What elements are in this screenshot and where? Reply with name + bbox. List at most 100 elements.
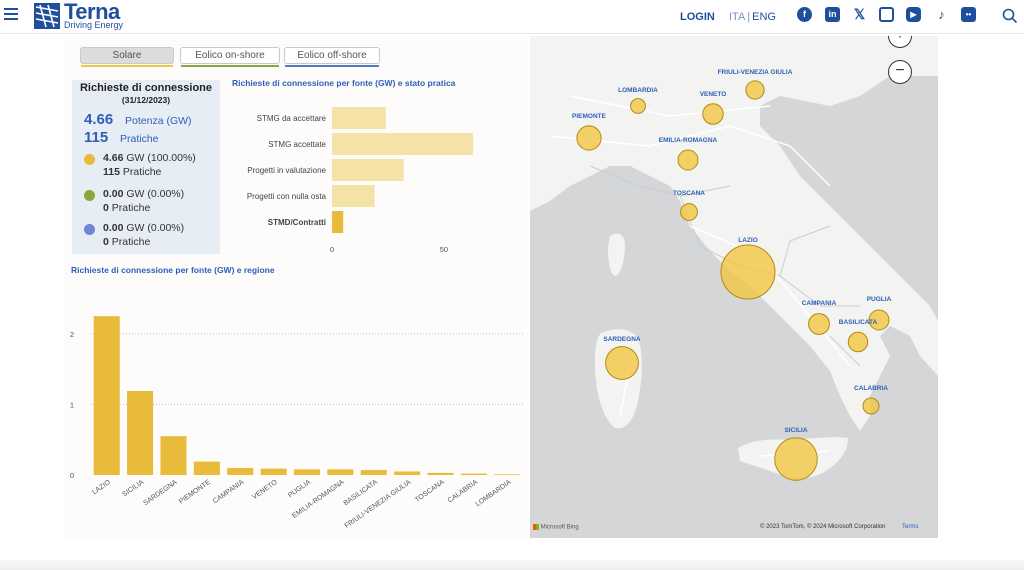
regione-bar[interactable] <box>394 471 421 475</box>
map-zoom-out-button[interactable]: − <box>888 60 912 84</box>
page-footer-band <box>0 560 1024 570</box>
language-switcher: ITA | ENG <box>729 11 776 23</box>
lang-eng-link[interactable]: ENG <box>752 11 776 23</box>
regione-bar[interactable] <box>327 469 354 475</box>
map-region-bubble[interactable] <box>680 203 698 221</box>
instagram-icon[interactable] <box>879 7 894 22</box>
map-region-label: LOMBARDIA <box>618 87 658 94</box>
menu-icon[interactable] <box>4 8 18 22</box>
regione-bar[interactable] <box>227 467 254 475</box>
map-terms-link[interactable]: Terms <box>902 524 919 530</box>
map-region-bubble[interactable] <box>677 149 699 171</box>
microsoft-logo-icon <box>533 524 539 530</box>
solare-count: 115 Pratiche <box>103 166 162 178</box>
x-icon[interactable]: 𝕏 <box>853 6 866 22</box>
regione-bar[interactable] <box>427 472 454 475</box>
regione-category-label: SARDEGNA <box>142 479 178 507</box>
regione-category-label: LOMBARDIA <box>475 479 513 509</box>
stato-bar[interactable] <box>332 211 344 233</box>
regione-category-label: CALABRIA <box>447 479 480 505</box>
stato-bar[interactable] <box>332 133 474 155</box>
map-region-bubble[interactable] <box>808 313 830 335</box>
regione-bar[interactable] <box>193 461 220 475</box>
youtube-icon[interactable]: ▶ <box>906 7 921 22</box>
map-region-bubble[interactable] <box>862 397 880 415</box>
map-region-label: PUGLIA <box>867 296 892 303</box>
login-link[interactable]: LOGIN <box>680 11 715 23</box>
map-attribution: © 2023 TomTom, © 2024 Microsoft Corporat… <box>760 524 886 530</box>
terna-logo[interactable]: Terna Driving Energy <box>32 1 123 31</box>
eolico-offshore-gw: 0.00 GW (0.00%) <box>103 222 185 234</box>
map-region-bubble[interactable] <box>702 103 724 125</box>
regione-bar[interactable] <box>127 391 154 475</box>
solare-dot <box>84 154 95 165</box>
map-region-label: EMILIA-ROMAGNA <box>659 137 718 144</box>
stato-category-label: STMD/Contratti <box>268 218 326 227</box>
stato-bar[interactable] <box>332 185 375 207</box>
map-region-bubble[interactable] <box>745 80 765 100</box>
regione-bar[interactable] <box>93 316 120 475</box>
eolico-onshore-count: 0 Pratiche <box>103 202 151 214</box>
stato-category-label: STMG accettate <box>268 140 326 149</box>
regione-bar[interactable] <box>360 470 387 475</box>
search-icon[interactable] <box>1002 8 1018 24</box>
stato-bar[interactable] <box>332 159 404 181</box>
stato-chart-title: Richieste di connessione per fonte (GW) … <box>232 78 456 88</box>
filter-solare-button[interactable]: Solare <box>80 47 174 67</box>
regione-bar[interactable] <box>293 469 321 475</box>
filter-eolico-offshore-button[interactable]: Eolico off-shore <box>284 47 380 67</box>
eolico-onshore-gw: 0.00 GW (0.00%) <box>103 188 185 200</box>
map-region-label: CALABRIA <box>854 385 888 392</box>
map-borders <box>589 165 861 367</box>
regione-bar[interactable] <box>460 473 487 475</box>
facebook-icon[interactable]: f <box>797 7 812 22</box>
filter-eolico-onshore-underline <box>181 65 279 67</box>
filter-eolico-onshore-button[interactable]: Eolico on-shore <box>180 47 280 67</box>
regione-ytick-label: 1 <box>70 400 74 409</box>
map-region-bubble[interactable] <box>630 98 646 114</box>
regione-ytick-label: 2 <box>70 330 74 339</box>
map-region-bubble[interactable] <box>774 437 818 481</box>
map-land-corsica <box>608 233 625 276</box>
logo-tagline: Driving Energy <box>64 20 124 30</box>
italy-map[interactable]: FRIULI-VENEZIA GIULIA LOMBARDIA VENETO PIEM… <box>530 36 938 538</box>
power-label: Potenza (GW) <box>125 115 192 127</box>
map-region-label: FRIULI-VENEZIA GIULIA <box>718 69 793 76</box>
map-provider-label: Microsoft Bing <box>540 524 579 531</box>
lang-ita-link[interactable]: ITA <box>729 11 746 23</box>
map-region-bubble[interactable] <box>576 125 602 151</box>
map-land-mainland <box>530 36 938 431</box>
regione-chart-title: Richieste di connessione per fonte (GW) … <box>71 265 275 275</box>
lang-separator: | <box>747 11 751 23</box>
map-roads <box>549 95 851 457</box>
map-region-bubble[interactable] <box>868 309 890 331</box>
regione-bar[interactable] <box>494 474 521 476</box>
regione-category-label: CAMPANIA <box>212 479 246 506</box>
dashboard-panel: Solare Eolico on-shore Eolico off-shore … <box>64 40 528 538</box>
power-value: 4.66 <box>84 111 114 128</box>
summary-date: (31/12/2023) <box>121 95 171 105</box>
map-region-label: PIEMONTE <box>572 113 607 120</box>
filter-eolico-onshore-label: Eolico on-shore <box>195 50 265 61</box>
regione-ytick-label: 0 <box>70 471 74 480</box>
regione-bar[interactable] <box>160 436 187 475</box>
map-region-label: LAZIO <box>738 237 758 244</box>
map-bubbles: FRIULI-VENEZIA GIULIA LOMBARDIA VENETO PIEM… <box>572 69 892 481</box>
map-region-label: TOSCANA <box>673 190 705 197</box>
terna-logo-mark <box>34 3 60 29</box>
map-region-bubble[interactable] <box>720 244 776 300</box>
count-label: Pratiche <box>120 133 159 145</box>
flickr-icon[interactable]: •• <box>961 7 976 22</box>
tiktok-icon[interactable]: ♪ <box>938 7 945 22</box>
regione-bar[interactable] <box>260 468 287 475</box>
linkedin-icon[interactable]: in <box>825 7 840 22</box>
regione-category-label: VENETO <box>251 479 279 501</box>
regione-category-label: FRIULI-VENEZIA GIULIA <box>344 479 413 530</box>
regione-category-label: LAZIO <box>91 479 112 497</box>
map-region-bubble[interactable] <box>605 346 639 380</box>
stato-bar[interactable] <box>332 107 386 129</box>
map-region-bubble[interactable] <box>847 331 869 353</box>
map-canvas: FRIULI-VENEZIA GIULIA LOMBARDIA VENETO PIEM… <box>530 36 938 481</box>
regione-category-label: PIEMONTE <box>178 479 212 506</box>
